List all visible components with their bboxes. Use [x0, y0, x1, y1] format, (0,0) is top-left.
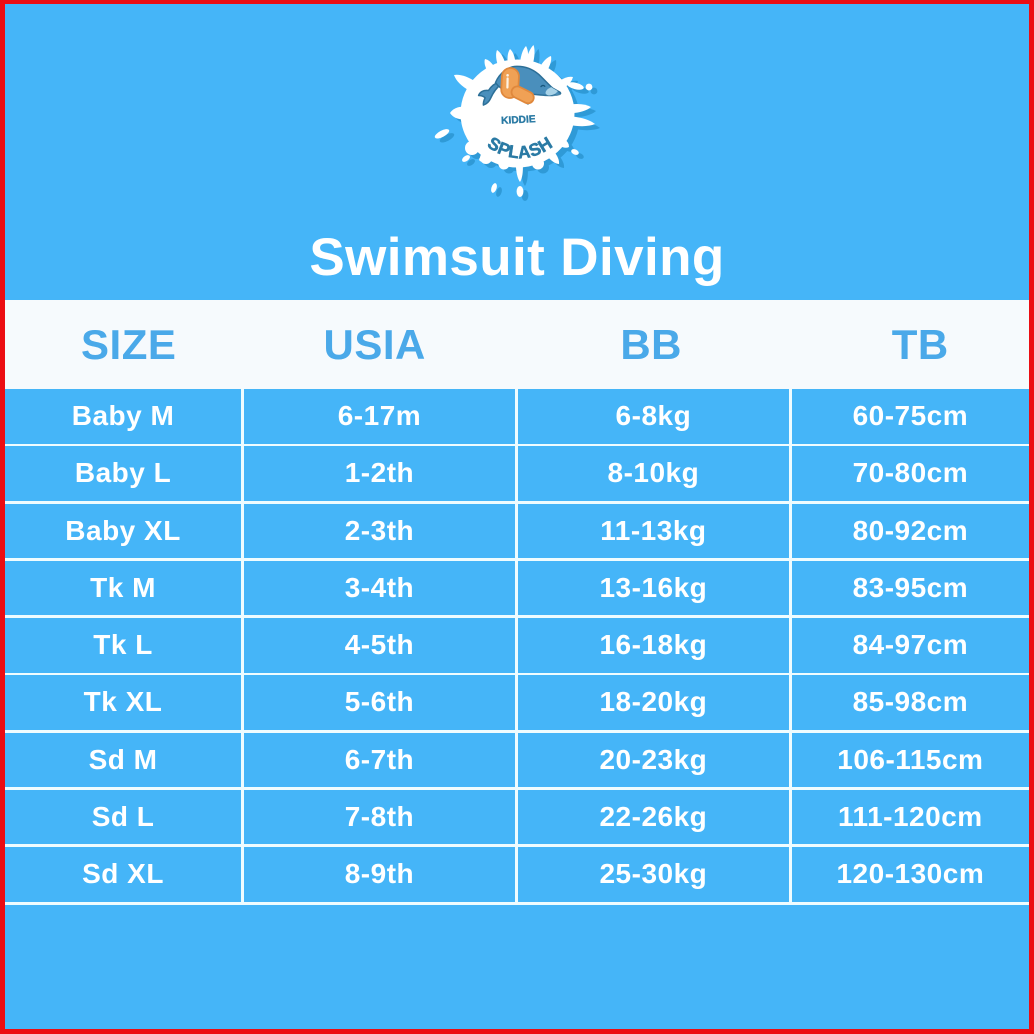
svg-text:KIDDIE: KIDDIE — [501, 114, 536, 127]
